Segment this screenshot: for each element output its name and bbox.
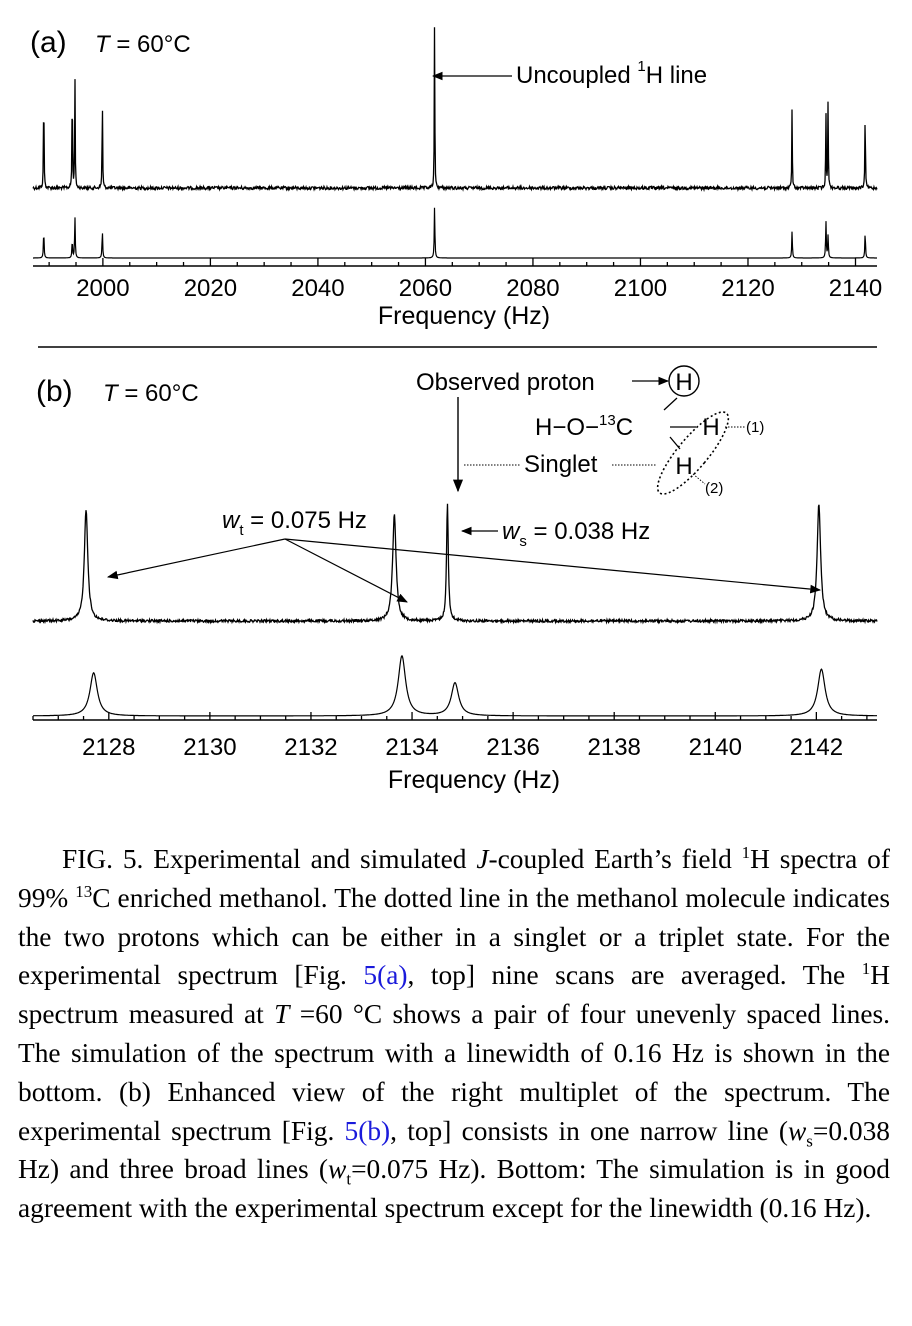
x-tick-label: 2100 <box>614 275 667 302</box>
x-tick-label: 2140 <box>829 275 882 302</box>
x-tick-label: 2000 <box>76 275 129 302</box>
series-experimental-line <box>32 27 878 193</box>
x-tick-label: 2130 <box>183 734 236 761</box>
molecule-h1: H <box>702 414 719 441</box>
label-2-leader <box>692 473 706 485</box>
panel-a-title-var: T <box>95 31 112 58</box>
panel-b-xlabel: Frequency (Hz) <box>388 766 560 794</box>
fig-5b-link[interactable]: 5(b) <box>344 1115 391 1146</box>
figure: (a) T = 60°C 2000 2020 2040 2060 2080 2100 212… <box>30 26 882 794</box>
uncoupled-label: Uncoupled 1H line <box>516 58 707 89</box>
panel-b-title: T = 60°C <box>103 380 199 407</box>
panel-b-plot <box>32 503 878 717</box>
observed-proton-circle <box>668 365 700 397</box>
x-tick-label: 2134 <box>385 734 438 761</box>
molecule-label-1: (1) <box>746 419 764 436</box>
x-tick-label: 2138 <box>588 734 641 761</box>
observed-proton-label: Observed proton <box>416 369 595 396</box>
wt-arrow-2 <box>284 538 408 603</box>
bond-c-h-top <box>663 397 678 411</box>
x-tick-label: 2142 <box>790 734 843 761</box>
x-tick-label: 2020 <box>184 275 237 302</box>
molecule-h-o: H−O−13C <box>535 412 633 441</box>
wt-arrow-3 <box>284 538 822 594</box>
panel-a: (a) T = 60°C 2000 2020 2040 2060 2080 2100 212… <box>30 26 882 330</box>
ws-label: ws = 0.038 Hz <box>502 518 650 550</box>
x-tick-label: 2140 <box>689 734 742 761</box>
x-tick-label: 2040 <box>291 275 344 302</box>
x-tick-label: 2060 <box>399 275 452 302</box>
panel-b-title-var: T <box>103 380 120 407</box>
series-simulated-line <box>33 654 877 717</box>
wt-label: wt = 0.075 Hz <box>222 507 367 539</box>
series-experimental-line <box>32 503 878 625</box>
wt-arrow-1 <box>106 538 286 580</box>
fig-5a-link[interactable]: 5(a) <box>363 960 408 991</box>
panel-b-label: (b) <box>36 375 73 408</box>
observed-proton-h: H <box>675 369 692 396</box>
panel-b-title-rest: = 60°C <box>118 380 199 407</box>
methanol-molecule: H H−O−13C H H (1) (2) <box>535 365 764 497</box>
x-tick-label: 2080 <box>506 275 559 302</box>
panel-b: (b) T = 60°C 2128 2130 2132 2134 2136 2138 214… <box>32 365 878 794</box>
singlet-pair-ellipse <box>656 411 730 495</box>
panel-a-plot <box>32 27 878 259</box>
x-tick-label: 2128 <box>82 734 135 761</box>
molecule-label-2: (2) <box>705 480 723 497</box>
series-simulated-line <box>33 207 877 259</box>
panel-a-title-rest: = 60°C <box>110 31 191 58</box>
x-tick-label: 2120 <box>721 275 774 302</box>
singlet-label: Singlet <box>524 451 598 478</box>
panel-a-title: T = 60°C <box>95 31 191 58</box>
x-tick-label: 2136 <box>486 734 539 761</box>
panel-a-ticks: 2000 2020 2040 2060 2080 2100 2120 2140 <box>48 258 882 302</box>
figure-caption: FIG. 5. Experimental and simulated J-cou… <box>18 842 890 1224</box>
panel-a-label: (a) <box>30 26 67 59</box>
panel-b-ticks: 2128 2130 2132 2134 2136 2138 2140 2142 <box>32 712 868 761</box>
panel-a-xlabel: Frequency (Hz) <box>378 302 550 330</box>
molecule-h2: H <box>675 453 692 480</box>
x-tick-label: 2132 <box>284 734 337 761</box>
